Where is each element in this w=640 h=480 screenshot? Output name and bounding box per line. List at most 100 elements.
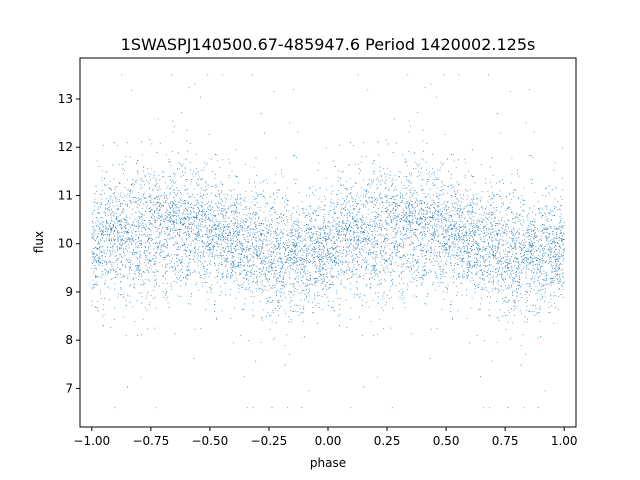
data-point bbox=[183, 203, 184, 205]
data-point bbox=[449, 215, 451, 217]
data-point bbox=[249, 276, 251, 278]
data-point bbox=[461, 294, 463, 296]
data-point bbox=[117, 258, 118, 260]
data-point bbox=[386, 167, 388, 169]
data-point bbox=[290, 258, 291, 260]
data-point bbox=[227, 226, 228, 228]
data-point bbox=[442, 227, 444, 229]
data-point bbox=[254, 234, 256, 236]
data-point bbox=[352, 212, 353, 214]
data-point bbox=[422, 159, 424, 161]
data-point bbox=[416, 285, 418, 287]
data-point bbox=[243, 220, 244, 222]
data-point bbox=[497, 263, 499, 265]
data-point bbox=[104, 261, 105, 263]
data-point bbox=[336, 240, 338, 242]
data-point bbox=[463, 269, 465, 271]
data-point bbox=[390, 216, 392, 217]
data-point bbox=[331, 229, 333, 231]
data-point bbox=[347, 229, 349, 231]
data-point bbox=[548, 301, 550, 303]
data-point bbox=[436, 257, 438, 259]
data-point bbox=[464, 245, 466, 247]
data-point bbox=[436, 226, 438, 228]
data-point bbox=[102, 223, 104, 225]
data-point bbox=[292, 251, 293, 252]
data-point bbox=[188, 228, 190, 230]
data-point bbox=[393, 247, 395, 249]
data-point bbox=[261, 292, 263, 293]
data-point bbox=[401, 232, 403, 234]
data-point bbox=[219, 236, 221, 238]
data-point bbox=[185, 226, 186, 227]
data-point bbox=[291, 232, 293, 234]
data-point bbox=[355, 214, 357, 216]
data-point bbox=[92, 254, 94, 256]
data-point bbox=[271, 226, 273, 228]
data-point bbox=[395, 233, 397, 235]
data-point bbox=[275, 322, 277, 324]
data-point bbox=[193, 196, 195, 198]
data-point bbox=[560, 213, 562, 215]
data-point bbox=[316, 281, 318, 283]
data-point bbox=[243, 261, 245, 263]
data-point bbox=[555, 241, 556, 243]
data-point bbox=[557, 257, 559, 258]
data-point bbox=[370, 270, 372, 272]
data-point bbox=[270, 262, 271, 263]
data-point bbox=[379, 203, 381, 205]
data-point bbox=[345, 234, 347, 235]
data-point bbox=[353, 225, 355, 227]
data-point bbox=[208, 213, 210, 215]
data-point bbox=[349, 269, 350, 271]
data-point bbox=[454, 246, 456, 248]
data-point bbox=[227, 239, 229, 241]
data-point bbox=[335, 228, 337, 230]
data-point bbox=[454, 268, 455, 270]
data-point bbox=[526, 258, 528, 260]
data-point bbox=[334, 261, 335, 263]
data-point bbox=[471, 149, 473, 151]
data-point bbox=[294, 250, 295, 252]
data-point bbox=[463, 257, 465, 259]
data-point bbox=[106, 270, 107, 272]
data-point bbox=[406, 203, 408, 204]
data-point bbox=[123, 231, 125, 232]
data-point bbox=[433, 236, 435, 238]
data-point bbox=[210, 244, 212, 245]
data-point bbox=[151, 258, 153, 260]
data-point bbox=[123, 296, 125, 298]
data-point bbox=[452, 196, 454, 197]
data-point bbox=[499, 285, 501, 287]
data-point bbox=[556, 236, 558, 238]
data-point bbox=[415, 197, 417, 199]
data-point bbox=[177, 271, 179, 273]
data-point bbox=[287, 187, 289, 189]
data-point bbox=[490, 248, 492, 250]
data-point bbox=[464, 176, 466, 178]
data-point bbox=[386, 195, 388, 197]
data-point bbox=[257, 279, 258, 281]
data-point bbox=[236, 216, 238, 218]
data-point bbox=[212, 248, 214, 250]
data-point bbox=[393, 213, 394, 214]
data-point bbox=[554, 228, 556, 230]
data-point bbox=[108, 200, 109, 202]
data-point bbox=[544, 288, 546, 290]
data-point bbox=[146, 226, 148, 227]
data-point bbox=[145, 197, 147, 199]
data-point bbox=[330, 239, 332, 241]
data-point bbox=[250, 258, 252, 260]
data-point bbox=[390, 255, 391, 257]
data-point bbox=[288, 321, 290, 323]
data-point bbox=[373, 192, 375, 193]
data-point bbox=[449, 246, 451, 248]
data-point bbox=[419, 216, 421, 218]
data-point bbox=[126, 240, 128, 242]
data-point bbox=[455, 228, 457, 230]
data-point bbox=[126, 220, 128, 222]
data-point bbox=[388, 258, 389, 260]
data-point bbox=[299, 285, 301, 287]
data-point bbox=[414, 234, 416, 235]
data-point bbox=[526, 297, 528, 299]
